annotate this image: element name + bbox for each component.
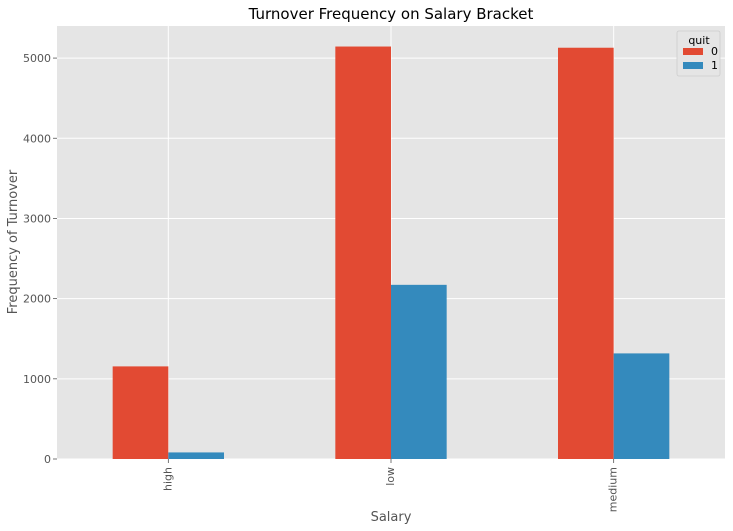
y-tick-label: 2000 <box>23 293 51 306</box>
x-tick-label: low <box>384 467 397 486</box>
x-axis-ticks: high low medium <box>161 459 620 512</box>
legend: quit 01 <box>676 30 721 77</box>
bar-medium-quit-1 <box>613 353 670 459</box>
y-axis-label: Frequency of Turnover <box>6 169 21 314</box>
bar-high-quit-0 <box>112 366 169 459</box>
bar-high-quit-1 <box>168 452 224 459</box>
bar-low-quit-0 <box>335 46 391 460</box>
chart-title: Turnover Frequency on Salary Bracket <box>248 5 534 23</box>
y-tick-label: 5000 <box>23 52 51 65</box>
x-axis-label: Salary <box>371 510 412 525</box>
legend-label-0: 0 <box>711 45 718 58</box>
legend-title: quit <box>688 34 710 47</box>
x-tick-label: high <box>161 467 174 491</box>
bar-low-quit-1 <box>391 284 447 459</box>
legend-label-1: 1 <box>711 59 718 72</box>
y-axis-ticks: 0 1000 2000 3000 4000 5000 <box>23 52 57 466</box>
legend-swatch-0 <box>683 48 703 55</box>
x-tick-label: medium <box>607 467 620 512</box>
y-tick-label: 3000 <box>23 212 51 225</box>
bars <box>112 46 670 460</box>
y-tick-label: 0 <box>44 453 51 466</box>
y-tick-label: 4000 <box>23 132 51 145</box>
y-tick-label: 1000 <box>23 373 51 386</box>
bar-medium-quit-0 <box>558 47 614 459</box>
legend-swatch-1 <box>683 62 703 69</box>
